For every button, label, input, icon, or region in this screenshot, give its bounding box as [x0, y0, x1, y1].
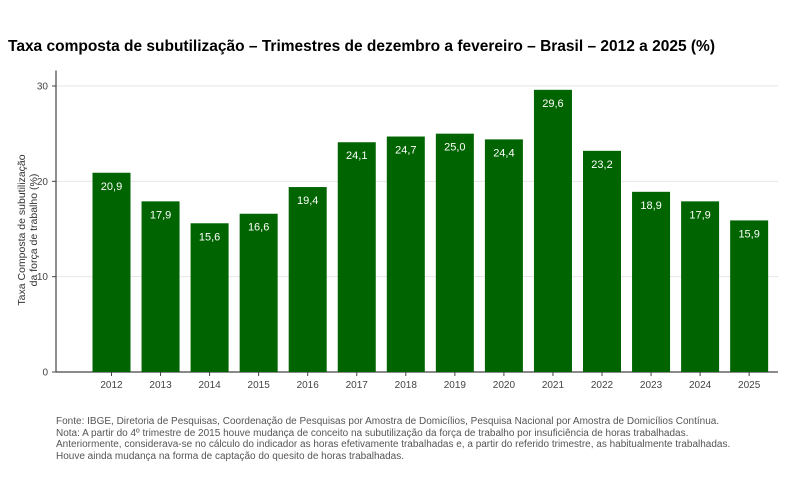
x-tick-label: 2019: [444, 380, 467, 391]
bar: [239, 213, 278, 372]
bar: [92, 172, 131, 372]
bar-value-label: 17,9: [689, 209, 710, 221]
bar: [533, 89, 572, 373]
bar-value-label: 19,4: [297, 195, 318, 207]
x-tick-label: 2021: [542, 380, 565, 391]
bar: [337, 142, 376, 372]
x-tick-label: 2012: [100, 380, 123, 391]
bar-value-label: 18,9: [640, 200, 661, 212]
bar-value-label: 17,9: [150, 209, 171, 221]
bar: [190, 223, 229, 372]
x-tick-label: 2017: [346, 380, 369, 391]
y-tick-label: 30: [37, 82, 49, 93]
x-tick-label: 2018: [395, 380, 418, 391]
bar-chart: 0 10 20 30 Taxa Composta de subutilizaçãoda …: [16, 70, 778, 391]
x-tick-label: 2020: [493, 380, 516, 391]
x-tick-label: 2025: [738, 380, 761, 391]
chart-title: Taxa composta de subutilização – Trimest…: [8, 38, 715, 55]
bar: [730, 220, 769, 372]
x-tick-label: 2015: [248, 380, 271, 391]
bar: [386, 136, 425, 372]
bar-value-label: 24,7: [395, 145, 416, 157]
bar: [141, 201, 180, 372]
bar-value-label: 16,6: [248, 222, 269, 234]
bar: [288, 187, 327, 372]
y-tick-label: 20: [37, 177, 49, 188]
bar-value-label: 24,4: [493, 147, 514, 159]
x-tick-label: 2016: [297, 380, 320, 391]
source-line: Fonte: IBGE, Diretoria de Pesquisas, Coo…: [56, 416, 720, 427]
bar-value-label: 24,1: [346, 150, 367, 162]
x-tick-label: 2023: [640, 380, 663, 391]
bar-value-label: 25,0: [444, 142, 465, 154]
bar: [681, 201, 720, 372]
x-tick-label: 2022: [591, 380, 614, 391]
y-tick-label: 0: [42, 368, 48, 379]
x-tick-label: 2013: [149, 380, 172, 391]
x-tick-label: 2024: [689, 380, 712, 391]
source-notes: Fonte: IBGE, Diretoria de Pesquisas, Coo…: [56, 416, 796, 462]
bar-value-label: 29,6: [542, 98, 563, 110]
bar-value-label: 20,9: [101, 181, 122, 193]
note-line: Nota: A partir do 4º trimestre de 2015 h…: [56, 427, 689, 439]
bar-value-label: 15,6: [199, 231, 220, 243]
bar: [632, 191, 671, 372]
bar-value-label: 15,9: [738, 228, 759, 240]
note-line: Houve ainda mudança na forma de captação…: [56, 450, 405, 462]
note-line: Anteriormente, considerava-se no cálculo…: [56, 439, 731, 451]
y-axis-title: Taxa Composta de subutilizaçãoda força d…: [16, 154, 40, 305]
x-tick-label: 2014: [198, 380, 221, 391]
bar: [583, 150, 621, 372]
y-tick-label: 10: [37, 272, 49, 283]
bar: [484, 139, 523, 372]
bar-value-label: 23,2: [591, 159, 612, 171]
bar: [435, 133, 474, 372]
